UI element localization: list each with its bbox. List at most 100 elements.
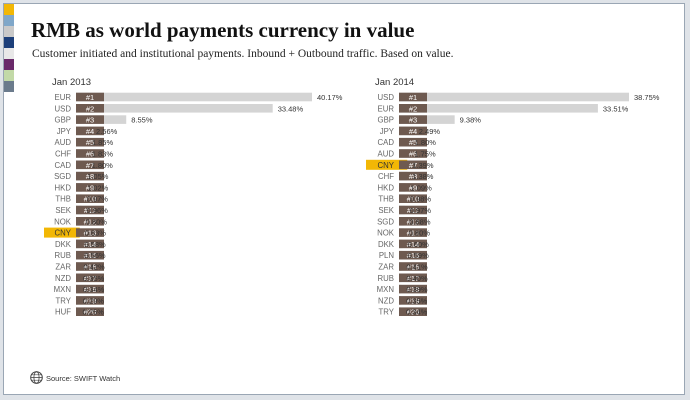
rank-label: #10 <box>84 195 97 204</box>
currency-label: CHF <box>378 172 394 181</box>
currency-label: JPY <box>57 127 72 136</box>
rank-box <box>399 171 427 181</box>
rank-box <box>399 239 427 249</box>
currency-label: HKD <box>55 183 72 192</box>
rank-label: #1 <box>86 93 94 102</box>
value-label: 38.75% <box>634 93 660 102</box>
value-label: 0.34% <box>83 285 105 294</box>
value-label: 9.38% <box>460 116 482 125</box>
rank-box <box>76 217 104 226</box>
value-label: 0.96% <box>87 206 109 215</box>
value-label: 0.80% <box>409 229 431 238</box>
rank-box <box>76 296 104 305</box>
rank-label: #7 <box>86 161 94 170</box>
currency-label: AUD <box>55 138 72 147</box>
currency-label: HUF <box>55 308 71 317</box>
currency-label: JPY <box>380 127 395 136</box>
rank-box <box>399 228 427 237</box>
value-label: 0.56% <box>84 251 106 260</box>
currency-label: GBP <box>55 116 71 125</box>
rank-label: #7 <box>409 161 417 170</box>
currency-label: PLN <box>379 251 394 260</box>
rank-label: #14 <box>407 240 420 249</box>
rank-label: #6 <box>86 150 94 159</box>
rank-label: #17 <box>84 274 97 283</box>
rank-label: #1 <box>409 93 417 102</box>
currency-label: MXN <box>54 285 71 294</box>
rank-box <box>399 217 427 226</box>
currency-label: RUB <box>55 251 71 260</box>
rank-label: #15 <box>84 251 97 260</box>
currency-label: GBP <box>378 116 394 125</box>
value-label: 0.34% <box>406 308 428 317</box>
rank-label: #18 <box>84 285 97 294</box>
value-label: 1.02% <box>87 183 109 192</box>
swift-logo-icon <box>30 371 43 384</box>
value-label: 0.29% <box>83 296 105 305</box>
value-label: 1.80% <box>92 161 114 170</box>
value-label: 40.17% <box>317 93 343 102</box>
value-label: 0.41% <box>406 263 428 272</box>
value-label: 0.63% <box>85 229 107 238</box>
value-label: 8.55% <box>131 116 153 125</box>
rank-box <box>76 284 104 294</box>
rank-box <box>399 115 427 124</box>
value-label: 1.38% <box>412 172 434 181</box>
currency-label: NZD <box>55 274 71 283</box>
value-label: 1.05% <box>87 172 109 181</box>
bar-usd <box>399 92 629 102</box>
rank-box <box>399 194 427 203</box>
rank-label: #4 <box>409 127 417 136</box>
currency-label: USD <box>378 93 395 102</box>
rank-box <box>399 205 427 215</box>
rank-box <box>399 92 427 102</box>
rank-box <box>399 307 427 316</box>
value-label: 0.39% <box>406 285 428 294</box>
rank-label: #17 <box>407 274 420 283</box>
value-label: 1.83% <box>92 150 114 159</box>
rank-box <box>76 126 104 136</box>
rank-box <box>76 160 104 170</box>
rank-box <box>76 104 104 113</box>
chart-title: RMB as world payments currency in value <box>31 18 415 42</box>
value-label: 33.48% <box>278 104 304 113</box>
rank-label: #18 <box>407 285 420 294</box>
rank-label: #3 <box>409 116 417 125</box>
strip-swatch-6 <box>4 70 14 81</box>
chart-subtitle: Customer initiated and institutional pay… <box>32 48 454 60</box>
rank-label: #13 <box>407 229 420 238</box>
bar-charts: #1 EUR 40.17% #2 USD 33.48% #3 GBP 8.55% #4 JPY 2.5… <box>44 92 660 317</box>
value-label: 0.25% <box>82 308 104 317</box>
strip-swatch-1 <box>4 15 14 26</box>
currency-label: CHF <box>55 150 71 159</box>
rank-label: #5 <box>86 138 94 147</box>
rank-label: #11 <box>407 206 419 215</box>
currency-label: MXN <box>377 285 394 294</box>
currency-label: NZD <box>378 296 394 305</box>
currency-label: DKK <box>378 240 395 249</box>
rank-label: #2 <box>409 104 417 113</box>
rank-label: #4 <box>86 127 94 136</box>
highlight-band-1 <box>366 159 408 170</box>
currency-label: NOK <box>54 217 72 226</box>
rank-box <box>76 205 104 215</box>
value-label: 0.88% <box>409 217 431 226</box>
strip-swatch-2 <box>4 26 14 37</box>
currency-label: ZAR <box>55 263 71 272</box>
slide: RMB as world payments currency in value … <box>3 3 685 395</box>
rank-box <box>399 149 427 158</box>
rank-label: #14 <box>84 240 97 249</box>
rank-box <box>76 273 104 283</box>
rank-label: #19 <box>407 296 420 305</box>
currency-label: SEK <box>55 206 71 215</box>
value-label: 2.56% <box>96 127 118 136</box>
rank-label: #9 <box>86 183 94 192</box>
rank-box <box>399 262 427 271</box>
rank-label: #15 <box>407 251 420 260</box>
rank-label: #13 <box>84 229 97 238</box>
rank-box <box>76 239 104 249</box>
strip-swatch-4 <box>4 48 14 59</box>
rank-box <box>76 250 104 260</box>
rank-label: #10 <box>407 195 420 204</box>
currency-label: EUR <box>55 93 72 102</box>
